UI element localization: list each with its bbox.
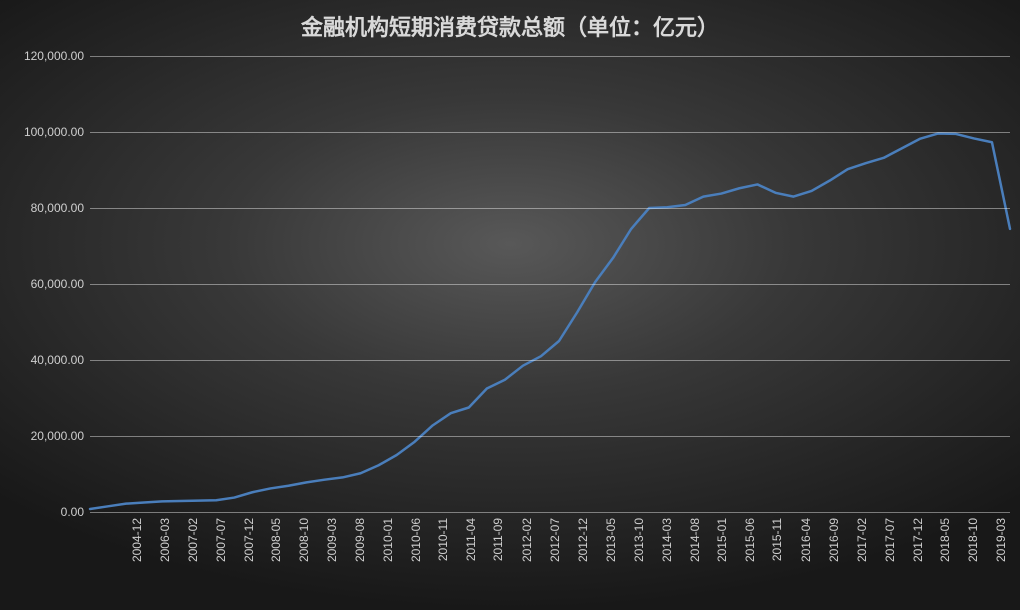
x-axis-label: 2013-05 — [604, 518, 618, 562]
y-axis-label: 80,000.00 — [0, 201, 84, 215]
y-axis-label: 100,000.00 — [0, 125, 84, 139]
x-axis-label: 2006-03 — [158, 518, 172, 562]
x-axis-label: 2010-01 — [381, 518, 395, 562]
x-axis-label: 2012-02 — [520, 518, 534, 562]
x-axis-label: 2010-06 — [409, 518, 423, 562]
x-axis-label: 2015-06 — [743, 518, 757, 562]
x-axis-label: 2017-02 — [855, 518, 869, 562]
data-line — [90, 134, 1010, 509]
y-axis-label: 0.00 — [0, 505, 84, 519]
x-axis-label: 2011-04 — [464, 518, 478, 561]
y-axis-label: 40,000.00 — [0, 353, 84, 367]
chart-title: 金融机构短期消费贷款总额（单位：亿元） — [0, 10, 1020, 42]
x-axis-label: 2008-05 — [269, 518, 283, 562]
x-axis-label: 2014-08 — [688, 518, 702, 562]
x-axis-label: 2017-07 — [883, 518, 897, 562]
x-axis-label: 2017-12 — [911, 518, 925, 562]
x-axis-label: 2018-10 — [966, 518, 980, 562]
plot-area — [90, 56, 1010, 512]
x-axis-label: 2016-04 — [799, 518, 813, 562]
x-axis-label: 2015-11 — [770, 518, 784, 561]
x-axis-label: 2008-10 — [297, 518, 311, 562]
gridline — [90, 132, 1010, 133]
x-axis-label: 2015-01 — [716, 518, 730, 562]
x-axis-label: 2014-03 — [660, 518, 674, 562]
gridline — [90, 208, 1010, 209]
x-axis-label: 2012-12 — [576, 518, 590, 562]
x-axis-label: 2009-03 — [325, 518, 339, 562]
x-axis-label: 2011-09 — [492, 518, 506, 561]
y-axis-label: 60,000.00 — [0, 277, 84, 291]
x-axis-label: 2007-07 — [214, 518, 228, 562]
x-axis-label: 2016-09 — [827, 518, 841, 562]
x-axis-label: 2019-03 — [994, 518, 1008, 562]
gridline — [90, 512, 1010, 513]
x-axis-label: 2010-11 — [436, 518, 450, 561]
y-axis-label: 120,000.00 — [0, 49, 84, 63]
x-axis-label: 2007-02 — [186, 518, 200, 562]
x-axis-label: 2009-08 — [353, 518, 367, 562]
gridline — [90, 360, 1010, 361]
x-axis-label: 2018-05 — [939, 518, 953, 562]
x-axis-label: 2013-10 — [632, 518, 646, 562]
x-axis-label: 2007-12 — [242, 518, 256, 562]
x-axis-label: 2012-07 — [548, 518, 562, 562]
gridline — [90, 284, 1010, 285]
y-axis-label: 20,000.00 — [0, 429, 84, 443]
gridline — [90, 436, 1010, 437]
gridline — [90, 56, 1010, 57]
x-axis-label: 2004-12 — [130, 518, 144, 562]
chart-container: 金融机构短期消费贷款总额（单位：亿元） 0.00 20,000.00 40,000.… — [0, 0, 1020, 610]
